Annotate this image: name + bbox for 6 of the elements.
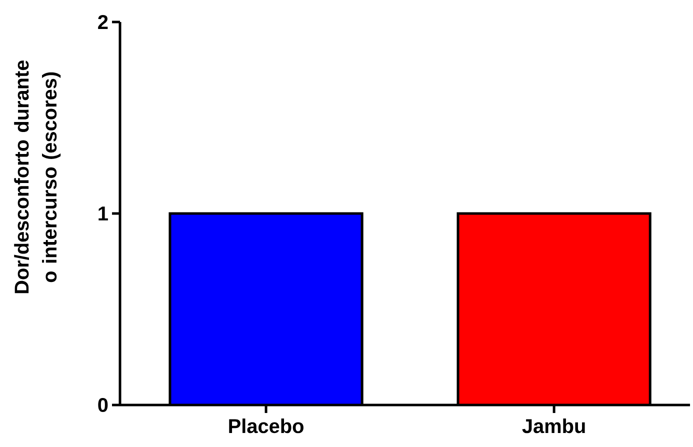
y-tick-label: 1 — [98, 206, 108, 220]
y-tick-label: 2 — [98, 15, 108, 29]
x-tick-label: Placebo — [229, 418, 304, 434]
y-tick-label: 0 — [98, 398, 108, 412]
x-tick-label: Jambu — [522, 418, 585, 434]
y-axis-title: Dor/desconforto durante o intercurso (escores) — [14, 60, 61, 294]
